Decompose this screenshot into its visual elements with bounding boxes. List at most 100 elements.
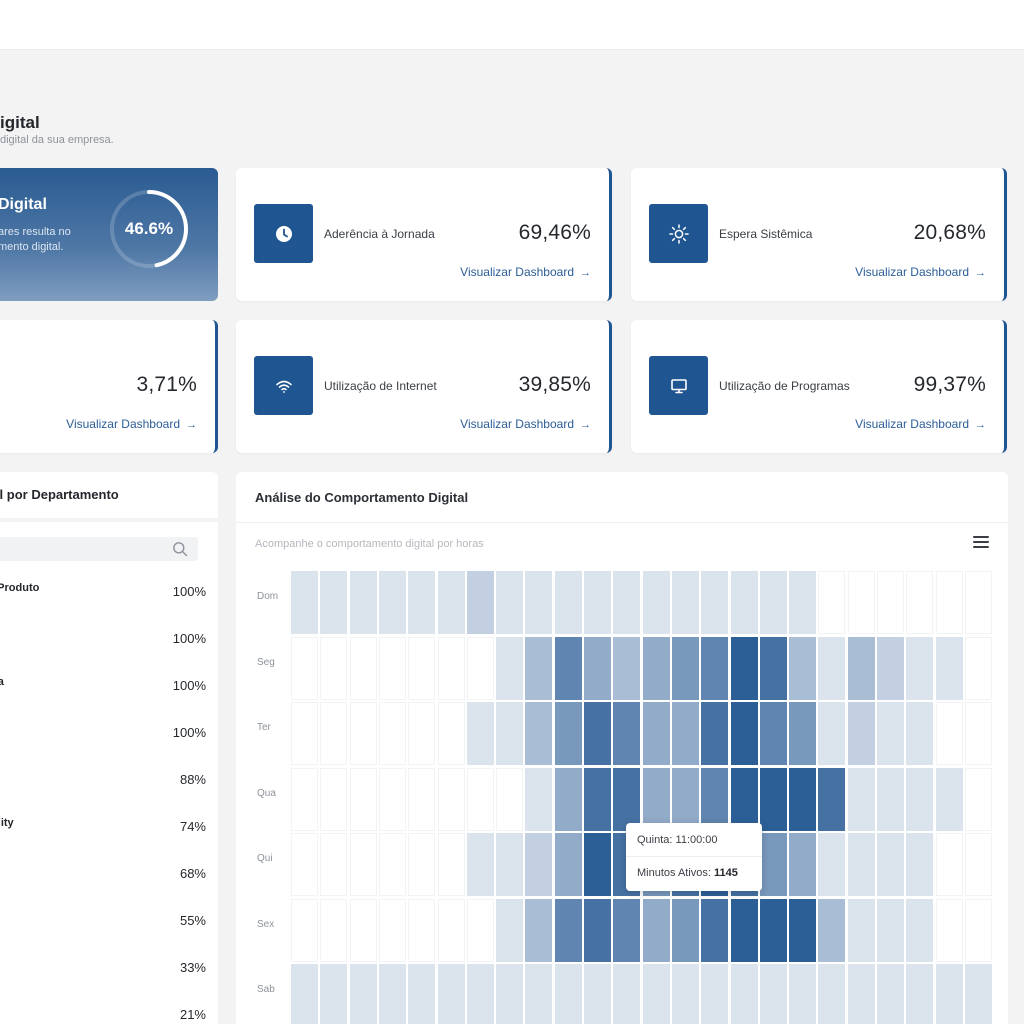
view-dashboard-link[interactable]: Visualizar Dashboard → bbox=[855, 265, 986, 279]
heatmap-cell[interactable] bbox=[701, 898, 729, 962]
heatmap-cell[interactable] bbox=[525, 571, 553, 634]
heatmap-cell[interactable] bbox=[496, 964, 524, 1024]
view-dashboard-link[interactable]: Visualizar Dashboard → bbox=[66, 417, 197, 431]
search-icon[interactable] bbox=[172, 541, 188, 557]
heatmap-cell[interactable] bbox=[935, 767, 963, 831]
heatmap-cell[interactable] bbox=[378, 964, 406, 1024]
heatmap-cell[interactable] bbox=[847, 898, 875, 962]
heatmap-cell[interactable] bbox=[759, 767, 787, 831]
department-row[interactable]: 68% bbox=[0, 866, 206, 886]
heatmap-cell[interactable] bbox=[964, 898, 992, 962]
heatmap-cell[interactable] bbox=[291, 636, 318, 700]
heatmap-cell[interactable] bbox=[701, 964, 729, 1024]
heatmap-cell[interactable] bbox=[378, 767, 406, 831]
heatmap-cell[interactable] bbox=[525, 964, 553, 1024]
heatmap-cell[interactable] bbox=[964, 964, 992, 1024]
heatmap-cell[interactable] bbox=[291, 571, 318, 634]
heatmap-cell[interactable] bbox=[349, 571, 377, 634]
department-row[interactable]: rs100% bbox=[0, 631, 206, 651]
heatmap-cell[interactable] bbox=[408, 898, 436, 962]
heatmap-cell[interactable] bbox=[496, 702, 524, 765]
heatmap-cell[interactable] bbox=[437, 702, 465, 765]
heatmap-cell[interactable] bbox=[818, 702, 846, 765]
heatmap-cell[interactable] bbox=[437, 767, 465, 831]
department-row[interactable]: bility 74% bbox=[0, 817, 206, 839]
heatmap-cell[interactable] bbox=[437, 636, 465, 700]
heatmap-cell[interactable] bbox=[291, 964, 318, 1024]
heatmap-cell[interactable] bbox=[818, 833, 846, 896]
heatmap-cell[interactable] bbox=[964, 636, 992, 700]
heatmap-cell[interactable] bbox=[378, 833, 406, 896]
heatmap-cell[interactable] bbox=[877, 571, 904, 634]
heatmap-cell[interactable] bbox=[466, 702, 494, 765]
heatmap-cell[interactable] bbox=[671, 702, 699, 765]
heatmap-cell[interactable] bbox=[730, 571, 758, 634]
view-dashboard-link[interactable]: Visualizar Dashboard → bbox=[855, 417, 986, 431]
heatmap-cell[interactable] bbox=[408, 571, 436, 634]
heatmap-cell[interactable] bbox=[437, 898, 465, 962]
heatmap-cell[interactable] bbox=[935, 898, 963, 962]
heatmap-cell[interactable] bbox=[789, 833, 817, 896]
heatmap-cell[interactable] bbox=[378, 571, 406, 634]
department-row[interactable]: 33% bbox=[0, 960, 206, 980]
heatmap-cell[interactable] bbox=[789, 767, 817, 831]
heatmap-cell[interactable] bbox=[818, 964, 846, 1024]
heatmap-cell[interactable] bbox=[877, 636, 904, 700]
heatmap-cell[interactable] bbox=[584, 898, 611, 962]
heatmap-cell[interactable] bbox=[613, 898, 641, 962]
heatmap-cell[interactable] bbox=[554, 636, 582, 700]
heatmap-cell[interactable] bbox=[496, 898, 524, 962]
heatmap-cell[interactable] bbox=[759, 898, 787, 962]
heatmap-cell[interactable] bbox=[584, 702, 611, 765]
heatmap-cell[interactable] bbox=[877, 898, 904, 962]
heatmap-cell[interactable] bbox=[759, 636, 787, 700]
heatmap-cell[interactable] bbox=[671, 767, 699, 831]
heatmap-cell[interactable] bbox=[730, 964, 758, 1024]
view-dashboard-link[interactable]: Visualizar Dashboard → bbox=[460, 417, 591, 431]
heatmap-cell[interactable] bbox=[408, 833, 436, 896]
view-dashboard-link[interactable]: Visualizar Dashboard → bbox=[460, 265, 591, 279]
heatmap-cell[interactable] bbox=[525, 702, 553, 765]
heatmap-cell[interactable] bbox=[701, 636, 729, 700]
heatmap-cell[interactable] bbox=[320, 964, 348, 1024]
heatmap-cell[interactable] bbox=[466, 964, 494, 1024]
heatmap-cell[interactable] bbox=[378, 636, 406, 700]
heatmap-cell[interactable] bbox=[671, 898, 699, 962]
heatmap-cell[interactable] bbox=[349, 898, 377, 962]
heatmap-cell[interactable] bbox=[642, 636, 670, 700]
heatmap-cell[interactable] bbox=[906, 571, 934, 634]
heatmap-cell[interactable] bbox=[818, 636, 846, 700]
heatmap-cell[interactable] bbox=[818, 898, 846, 962]
heatmap-cell[interactable] bbox=[349, 767, 377, 831]
heatmap-cell[interactable] bbox=[466, 833, 494, 896]
heatmap-cell[interactable] bbox=[320, 571, 348, 634]
heatmap-cell[interactable] bbox=[759, 964, 787, 1024]
heatmap-cell[interactable] bbox=[320, 833, 348, 896]
digital-score-card[interactable]: Digital ares resulta no mento digital. 4… bbox=[0, 168, 218, 301]
heatmap-cell[interactable] bbox=[877, 833, 904, 896]
heatmap-cell[interactable] bbox=[730, 636, 758, 700]
heatmap-cell[interactable] bbox=[906, 833, 934, 896]
heatmap-cell[interactable] bbox=[584, 833, 611, 896]
heatmap-cell[interactable] bbox=[789, 702, 817, 765]
heatmap-cell[interactable] bbox=[730, 767, 758, 831]
heatmap-cell[interactable] bbox=[701, 571, 729, 634]
heatmap-cell[interactable] bbox=[613, 702, 641, 765]
heatmap-cell[interactable] bbox=[291, 833, 318, 896]
heatmap-cell[interactable] bbox=[789, 636, 817, 700]
heatmap-cell[interactable] bbox=[349, 964, 377, 1024]
heatmap-cell[interactable] bbox=[730, 702, 758, 765]
heatmap-cell[interactable] bbox=[935, 833, 963, 896]
heatmap-cell[interactable] bbox=[466, 898, 494, 962]
heatmap-cell[interactable] bbox=[847, 571, 875, 634]
heatmap-cell[interactable] bbox=[642, 702, 670, 765]
heatmap-cell[interactable] bbox=[408, 964, 436, 1024]
heatmap-cell[interactable] bbox=[554, 833, 582, 896]
heatmap-cell[interactable] bbox=[584, 964, 611, 1024]
department-row[interactable]: 88% bbox=[0, 772, 206, 792]
heatmap-cell[interactable] bbox=[554, 571, 582, 634]
heatmap-cell[interactable] bbox=[496, 767, 524, 831]
heatmap-cell[interactable] bbox=[378, 898, 406, 962]
heatmap-cell[interactable] bbox=[525, 833, 553, 896]
heatmap-cell[interactable] bbox=[554, 898, 582, 962]
